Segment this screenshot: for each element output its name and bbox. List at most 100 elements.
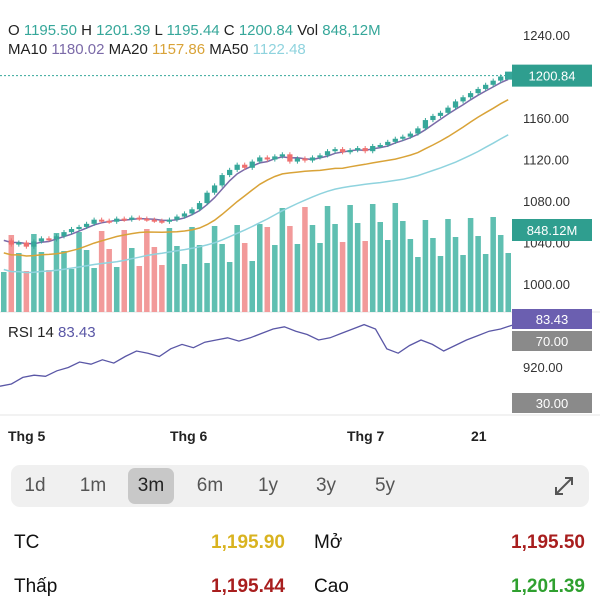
range-3m-button[interactable]: 3m [128,468,174,504]
volume-bar [317,243,323,312]
candle-body [189,209,195,214]
candle-body [309,157,316,161]
ma20-label: MA20 [108,41,148,58]
candle-body [114,218,120,222]
volume-bar [452,237,459,312]
volume-bar [181,264,188,312]
candle-body [129,217,135,220]
candle-body [362,148,368,152]
volume-bar [362,241,368,312]
y-axis: 1240.001200.001160.001120.001080.001040.… [505,28,592,413]
candle-body [196,203,203,210]
volume-bar [249,261,255,312]
volume-bar [400,221,406,312]
ohlc-readout: O 1195.50 H 1201.39 L 1195.44 C 1200.84 … [8,22,381,39]
volume-bar [61,251,67,312]
rsi-lower-badge-text: 30.00 [536,396,569,411]
volume-label: Vol [297,22,319,39]
candle-body [339,149,346,153]
volume-bar [385,240,391,312]
volume-bar [415,257,421,312]
candle-body [76,226,82,230]
candle-body [234,164,240,170]
volume-bar [430,238,436,312]
volume-value: 848,12M [322,22,381,39]
volume-bar [53,233,60,312]
candle-body [242,164,248,168]
volume-bar [437,256,444,312]
volume-bar [347,205,353,312]
ma10-label: MA10 [8,41,48,58]
volume-bar [272,245,278,312]
candle-body [317,155,323,158]
chart-canvas[interactable]: 1240.001200.001160.001120.001080.001040.… [0,0,600,460]
range-selector: 1d 1m 3m 6m 1y 3y 5y [11,465,589,507]
volume-bar [38,252,45,312]
rsi-lower-badge-bg [512,393,592,413]
volume-bar [354,223,361,312]
high-label: H [81,22,92,39]
y-tick-label: 1240.00 [523,28,570,43]
volume-bar [445,219,451,312]
stat-tc-value: 1,195.90 [211,532,285,553]
candle-body [16,242,22,245]
candle-body [264,157,270,160]
candle-body [106,220,112,223]
volume-bar [189,227,195,312]
candle-body [136,217,142,220]
range-1m-button[interactable]: 1m [79,475,107,496]
candle-body [422,120,429,129]
range-1d-button[interactable]: 1d [24,475,46,496]
rsi-tick-label: 920.00 [523,360,563,375]
volume-bar [211,226,218,312]
candle-body [8,240,14,245]
ma-readout: MA10 1180.02 MA20 1157.86 MA50 1122.48 [8,41,306,58]
volume-bar [16,253,22,312]
candle-body [272,156,278,160]
volume-bar [302,207,308,312]
rsi-badge: 83.43 [512,309,592,329]
volume-bar [377,222,383,312]
candle-body [430,115,436,121]
range-5y-button[interactable]: 5y [374,475,396,496]
candle-body [400,136,406,139]
moving-averages [3,78,509,274]
rsi-upper-badge: 70.00 [512,331,592,351]
expand-icon[interactable] [553,475,575,497]
ma20-value: 1157.86 [152,41,206,58]
stat-low-label: Thấp [14,576,58,597]
range-6m-button[interactable]: 6m [196,475,224,496]
candle-body [83,223,90,227]
candle-body [181,213,188,217]
candle-body [437,112,444,116]
volume-bar [121,230,127,312]
candle-body [151,219,157,222]
candle-body [475,88,481,94]
candle-body [377,144,383,147]
volume-bar [467,218,474,312]
volume-bar [226,262,233,312]
rsi-readout: RSI 14 83.43 [8,324,96,341]
candle-body [219,175,225,186]
ma10-line [3,78,509,245]
range-1y-button[interactable]: 1y [257,475,279,496]
volume-bar [23,271,30,312]
candlesticks [8,73,511,249]
volume-bar [31,234,37,312]
y-tick-label: 1160.00 [523,111,569,126]
range-3y-button[interactable]: 3y [315,475,337,496]
candle-body [23,242,29,247]
ma10-value: 1180.02 [51,41,105,58]
candle-body [279,154,285,157]
y-tick-label: 1080.00 [523,194,570,209]
candle-body [159,220,165,223]
candle-body [392,138,398,142]
ma50-line [3,134,509,274]
candle-body [121,218,127,221]
rsi-badge-bg [512,309,592,329]
stat-tc-label: TC [14,532,40,553]
volume-bar [144,229,150,312]
volume-bar [324,206,331,312]
volume-bar [68,269,75,312]
candle-body [68,229,75,233]
